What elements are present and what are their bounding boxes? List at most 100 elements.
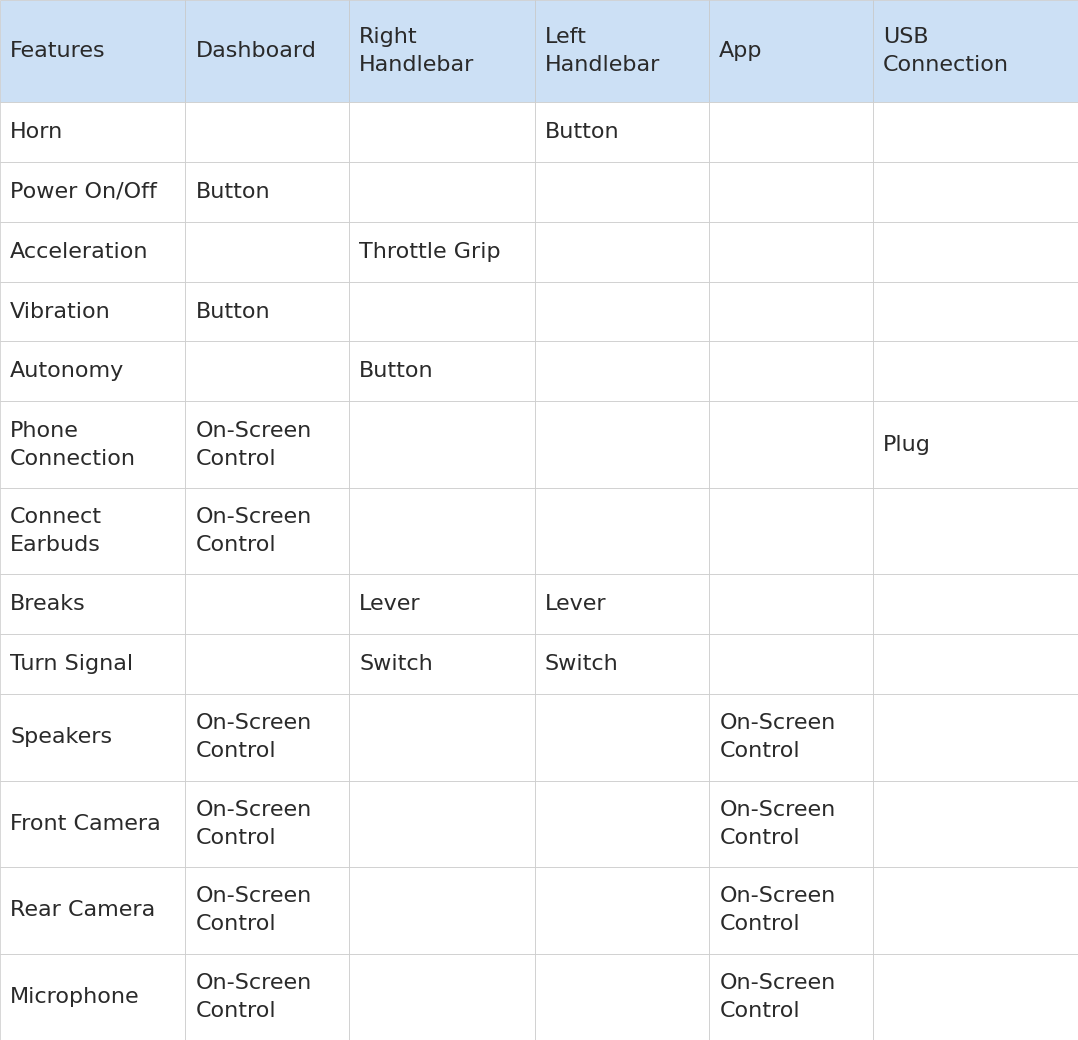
- Text: Vibration: Vibration: [10, 302, 111, 321]
- Bar: [349, 341, 535, 401]
- Bar: [709, 781, 873, 867]
- Text: Button: Button: [195, 302, 271, 321]
- Bar: [185, 341, 349, 401]
- Bar: [535, 0, 709, 102]
- Bar: [185, 401, 349, 488]
- Bar: [349, 574, 535, 634]
- Bar: [185, 0, 349, 102]
- Text: USB
Connection: USB Connection: [883, 27, 1009, 75]
- Bar: [873, 0, 1078, 102]
- Text: Button: Button: [359, 362, 434, 382]
- Bar: [349, 0, 535, 102]
- Text: Rear Camera: Rear Camera: [10, 901, 155, 920]
- Text: Features: Features: [10, 41, 106, 61]
- Bar: [873, 162, 1078, 222]
- Bar: [0, 222, 185, 282]
- Bar: [873, 867, 1078, 954]
- Bar: [349, 634, 535, 694]
- Bar: [185, 694, 349, 781]
- Bar: [535, 867, 709, 954]
- Bar: [873, 401, 1078, 488]
- Bar: [873, 954, 1078, 1040]
- Bar: [535, 401, 709, 488]
- Bar: [0, 488, 185, 574]
- Bar: [535, 781, 709, 867]
- Bar: [185, 282, 349, 341]
- Bar: [535, 574, 709, 634]
- Bar: [535, 694, 709, 781]
- Bar: [349, 488, 535, 574]
- Bar: [0, 282, 185, 341]
- Text: On-Screen
Control: On-Screen Control: [195, 713, 312, 761]
- Bar: [185, 162, 349, 222]
- Text: On-Screen
Control: On-Screen Control: [719, 886, 835, 934]
- Bar: [709, 634, 873, 694]
- Bar: [709, 0, 873, 102]
- Bar: [709, 162, 873, 222]
- Bar: [535, 102, 709, 162]
- Text: Switch: Switch: [359, 654, 433, 674]
- Bar: [873, 222, 1078, 282]
- Bar: [349, 867, 535, 954]
- Text: Microphone: Microphone: [10, 987, 140, 1007]
- Text: Button: Button: [544, 122, 620, 141]
- Text: On-Screen
Control: On-Screen Control: [719, 713, 835, 761]
- Bar: [349, 102, 535, 162]
- Text: App: App: [719, 41, 763, 61]
- Bar: [709, 282, 873, 341]
- Text: Switch: Switch: [544, 654, 619, 674]
- Bar: [709, 574, 873, 634]
- Bar: [535, 634, 709, 694]
- Text: Speakers: Speakers: [10, 727, 112, 748]
- Bar: [709, 222, 873, 282]
- Bar: [535, 162, 709, 222]
- Text: On-Screen
Control: On-Screen Control: [719, 800, 835, 848]
- Bar: [709, 488, 873, 574]
- Bar: [873, 694, 1078, 781]
- Bar: [0, 341, 185, 401]
- Bar: [535, 282, 709, 341]
- Text: Phone
Connection: Phone Connection: [10, 420, 136, 469]
- Text: Acceleration: Acceleration: [10, 241, 149, 262]
- Bar: [185, 634, 349, 694]
- Bar: [185, 954, 349, 1040]
- Bar: [185, 867, 349, 954]
- Bar: [0, 781, 185, 867]
- Text: On-Screen
Control: On-Screen Control: [719, 972, 835, 1020]
- Bar: [349, 694, 535, 781]
- Bar: [349, 222, 535, 282]
- Bar: [185, 781, 349, 867]
- Text: Left
Handlebar: Left Handlebar: [544, 27, 660, 75]
- Bar: [185, 574, 349, 634]
- Bar: [0, 634, 185, 694]
- Bar: [873, 341, 1078, 401]
- Text: On-Screen
Control: On-Screen Control: [195, 420, 312, 469]
- Bar: [0, 0, 185, 102]
- Text: On-Screen
Control: On-Screen Control: [195, 508, 312, 555]
- Text: Lever: Lever: [359, 594, 420, 615]
- Bar: [535, 954, 709, 1040]
- Bar: [873, 102, 1078, 162]
- Bar: [873, 781, 1078, 867]
- Text: Autonomy: Autonomy: [10, 362, 124, 382]
- Text: Lever: Lever: [544, 594, 606, 615]
- Text: Connect
Earbuds: Connect Earbuds: [10, 508, 102, 555]
- Text: Turn Signal: Turn Signal: [10, 654, 133, 674]
- Bar: [185, 222, 349, 282]
- Bar: [873, 574, 1078, 634]
- Bar: [535, 222, 709, 282]
- Bar: [0, 954, 185, 1040]
- Bar: [0, 102, 185, 162]
- Bar: [709, 401, 873, 488]
- Bar: [709, 102, 873, 162]
- Bar: [873, 488, 1078, 574]
- Bar: [709, 954, 873, 1040]
- Text: Dashboard: Dashboard: [195, 41, 316, 61]
- Text: Front Camera: Front Camera: [10, 813, 161, 834]
- Text: On-Screen
Control: On-Screen Control: [195, 886, 312, 934]
- Text: On-Screen
Control: On-Screen Control: [195, 800, 312, 848]
- Bar: [0, 867, 185, 954]
- Text: Throttle Grip: Throttle Grip: [359, 241, 501, 262]
- Bar: [349, 781, 535, 867]
- Text: Breaks: Breaks: [10, 594, 86, 615]
